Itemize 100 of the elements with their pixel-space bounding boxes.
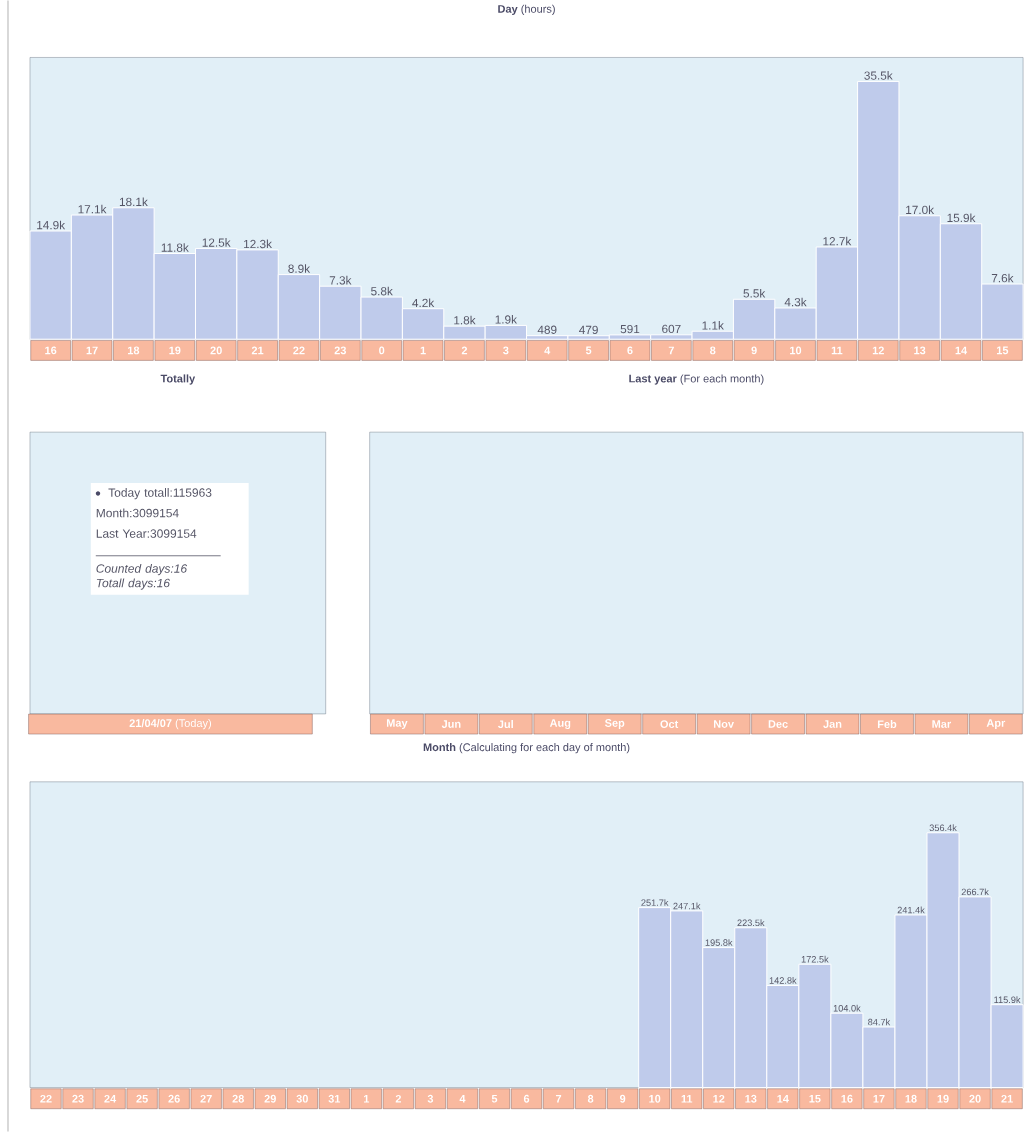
x-tick-label: 14 <box>955 346 968 355</box>
data-label: 84.7k <box>868 1018 891 1026</box>
category-label: May <box>386 719 408 729</box>
x-tick-label: 8 <box>587 1094 594 1103</box>
x-tick-label: 4 <box>544 346 551 355</box>
x-tick-label: 17 <box>86 346 98 355</box>
x-tick-label: 9 <box>619 1094 626 1103</box>
x-tick-label: 2 <box>395 1094 401 1103</box>
x-tick-label: 23 <box>72 1094 84 1103</box>
data-label: 1.9k <box>495 315 517 324</box>
data-label: 17.0k <box>906 205 935 215</box>
data-label: 4.3k <box>784 297 807 307</box>
text: Totall days:16 <box>96 578 170 590</box>
data-label: 12.3k <box>244 239 272 249</box>
x-tick-label: 15 <box>996 346 1009 355</box>
x-tick-label: 5 <box>491 1094 498 1103</box>
data-label: 5.8k <box>371 286 393 296</box>
data-label: 247.1k <box>673 902 701 910</box>
data-label: 104.0k <box>833 1004 861 1012</box>
text: Last Year:3099154 <box>96 529 197 538</box>
x-tick-label: 27 <box>200 1094 212 1103</box>
x-tick-label: 6 <box>523 1094 530 1103</box>
x-tick-label: 22 <box>293 346 305 355</box>
data-label: 223.5k <box>737 919 765 927</box>
category-label: Apr <box>986 719 1006 729</box>
data-label: 251.7k <box>641 899 669 906</box>
x-tick-label: 20 <box>969 1094 981 1103</box>
data-label: 7.3k <box>329 275 352 285</box>
x-tick-label: 7 <box>668 346 674 355</box>
category-label: Feb <box>877 720 897 729</box>
x-tick-label: 16 <box>45 346 57 355</box>
category-label: Nov <box>713 720 734 728</box>
x-tick-label: 30 <box>296 1094 308 1103</box>
x-tick-label: 1 <box>363 1094 370 1103</box>
x-tick-label: 3 <box>427 1094 434 1103</box>
text: Counted days:16 <box>96 563 188 576</box>
chart-title: Day (hours) <box>498 4 555 15</box>
data-label: 12.7k <box>823 236 852 246</box>
x-tick-label: 10 <box>649 1094 661 1103</box>
data-label: 7.6k <box>991 273 1014 283</box>
text: 21/04/07 (Today) <box>129 718 211 730</box>
x-tick-label: 28 <box>232 1094 244 1103</box>
x-tick-label: 8 <box>710 346 716 355</box>
x-tick-label: 19 <box>169 346 181 355</box>
data-label: 12.5k <box>202 238 231 247</box>
category-label: Aug <box>549 719 571 730</box>
x-tick-label: 7 <box>555 1094 562 1103</box>
data-label: 15.9k <box>947 213 976 223</box>
category-label: Mar <box>932 720 951 728</box>
category-label: Jul <box>497 720 513 729</box>
data-label: 489 <box>537 325 557 334</box>
data-label: 142.8k <box>769 977 797 984</box>
data-label: 17.1k <box>78 204 107 214</box>
x-tick-label: 25 <box>136 1094 148 1103</box>
data-label: 356.4k <box>929 824 957 832</box>
x-tick-label: 13 <box>914 346 926 355</box>
x-tick-label: 11 <box>681 1094 693 1103</box>
data-label: 11.8k <box>161 243 189 252</box>
x-tick-label: 12 <box>713 1094 725 1103</box>
data-label: 195.8k <box>705 939 733 946</box>
data-label: 35.5k <box>864 71 893 80</box>
x-tick-label: 21 <box>251 346 264 355</box>
x-tick-label: 10 <box>790 346 802 355</box>
chart-title: Month (Calculating for each day of month) <box>423 743 630 754</box>
data-label: 607 <box>662 324 681 334</box>
x-tick-label: 17 <box>873 1094 885 1103</box>
category-label: Oct <box>660 720 679 728</box>
data-label: 8.9k <box>288 264 311 273</box>
data-label: 18.1k <box>119 197 148 207</box>
text: Today totall:115963 <box>108 488 212 500</box>
text: Totally <box>160 374 196 385</box>
data-label: 479 <box>579 325 598 335</box>
x-tick-label: 21 <box>1001 1094 1013 1103</box>
x-tick-label: 6 <box>627 346 633 355</box>
data-label: 14.9k <box>37 220 66 230</box>
x-tick-label: 26 <box>168 1094 180 1103</box>
data-label: 266.7k <box>961 888 989 896</box>
x-tick-label: 11 <box>831 346 843 355</box>
data-label: 1.1k <box>702 320 724 330</box>
category-label: Jan <box>823 720 842 728</box>
x-tick-label: 20 <box>210 346 222 355</box>
x-tick-label: 13 <box>745 1094 757 1103</box>
data-label: 241.4k <box>897 906 925 914</box>
x-tick-label: 29 <box>264 1094 276 1103</box>
x-tick-label: 22 <box>40 1094 52 1103</box>
x-tick-label: 1 <box>420 346 426 355</box>
x-tick-label: 0 <box>379 346 385 355</box>
x-tick-label: 18 <box>127 346 140 355</box>
x-tick-label: 4 <box>459 1094 466 1103</box>
x-tick-label: 24 <box>104 1094 117 1103</box>
data-label: 591 <box>620 324 640 334</box>
x-tick-label: 12 <box>872 346 884 355</box>
x-tick-label: 16 <box>841 1094 853 1103</box>
x-tick-label: 9 <box>751 346 757 355</box>
x-tick-label: 19 <box>937 1094 949 1103</box>
x-tick-label: 14 <box>777 1094 789 1103</box>
data-label: 4.2k <box>412 298 435 308</box>
x-tick-label: 18 <box>905 1094 917 1103</box>
data-label: 1.8k <box>454 315 476 325</box>
x-tick-label: 5 <box>585 346 592 355</box>
